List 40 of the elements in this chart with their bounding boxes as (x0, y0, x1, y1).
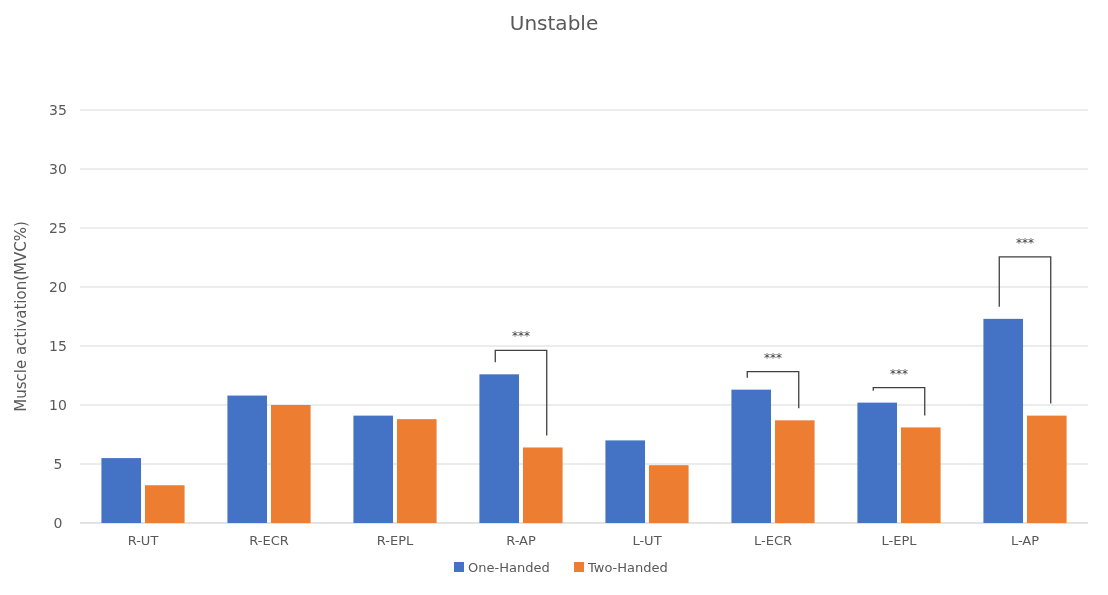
x-tick-label: L-UT (632, 533, 662, 548)
bar (1026, 415, 1067, 523)
bar (353, 415, 394, 523)
annotation: *** (890, 366, 908, 381)
y-tick-label: 5 (53, 455, 63, 472)
legend-label: One-Handed (468, 559, 550, 575)
bar (101, 458, 142, 523)
bar (731, 389, 772, 523)
y-axis-title: Muscle activation(MVC%) (12, 221, 30, 412)
bar (774, 420, 815, 523)
y-tick-label: 20 (49, 278, 67, 295)
bar (857, 402, 898, 523)
bar (522, 447, 563, 523)
chart-title: Unstable (509, 11, 599, 35)
bar (270, 405, 311, 523)
y-tick-label: 30 (49, 160, 67, 177)
x-tick-label: R-AP (506, 533, 536, 548)
legend-label: Two-Handed (587, 559, 668, 575)
bar (144, 485, 185, 523)
bar (983, 318, 1024, 523)
x-tick-label: L-EPL (881, 533, 918, 548)
annotation: *** (764, 350, 782, 365)
y-tick-label: 15 (49, 337, 67, 354)
annotation: *** (512, 329, 530, 344)
x-tick-label: R-UT (127, 533, 159, 548)
bar (227, 395, 268, 523)
y-tick-label: 0 (53, 514, 63, 531)
x-tick-label: R-ECR (249, 533, 289, 548)
bar (605, 440, 646, 523)
x-tick-label: L-AP (1010, 533, 1040, 548)
bar (396, 419, 437, 523)
bar (479, 374, 520, 523)
bar (900, 427, 941, 523)
y-tick-label: 10 (49, 396, 67, 413)
y-tick-label: 25 (49, 219, 67, 236)
x-tick-label: L-ECR (753, 533, 793, 548)
x-tick-label: R-EPL (376, 533, 414, 548)
y-tick-label: 35 (49, 101, 67, 118)
annotation: *** (1016, 235, 1034, 250)
bar (648, 465, 689, 523)
